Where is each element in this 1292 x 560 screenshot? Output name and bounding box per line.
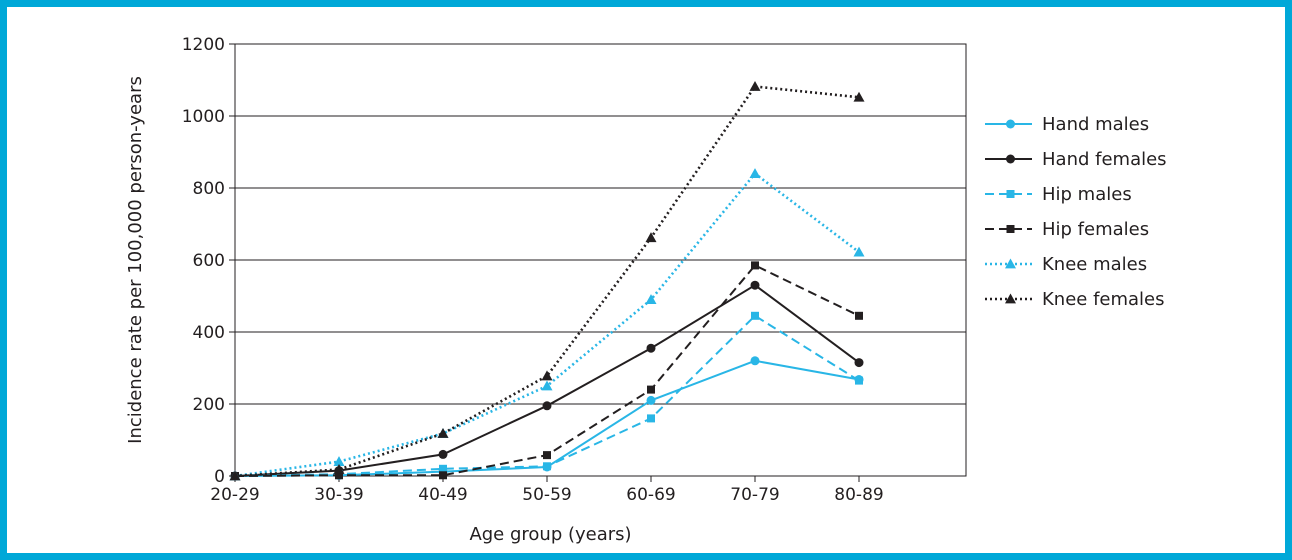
series-line xyxy=(234,171,860,478)
data-point xyxy=(749,168,761,178)
data-point xyxy=(647,385,655,394)
x-tick-label: 40-49 xyxy=(418,485,467,505)
data-point xyxy=(438,449,448,459)
x-tick-label: 50-59 xyxy=(522,485,571,505)
legend-item: Knee males xyxy=(985,254,1147,275)
data-point xyxy=(541,380,553,391)
gridlines xyxy=(235,115,966,405)
series-line xyxy=(234,85,860,478)
y-axis-title: Incidence rate per 100,000 person-years xyxy=(125,76,146,444)
data-point xyxy=(541,370,553,381)
data-point xyxy=(437,428,449,438)
legend-label: Hip females xyxy=(1042,219,1149,240)
legend-label: Hip males xyxy=(1042,184,1132,205)
data-point xyxy=(439,471,447,480)
data-point xyxy=(647,414,655,423)
legend: Hand males Hand females Hip males Hip femal… xyxy=(985,114,1167,310)
y-tick-label: 600 xyxy=(193,251,225,271)
data-point xyxy=(853,91,865,102)
legend-label: Knee females xyxy=(1042,289,1165,310)
data-point xyxy=(439,464,447,473)
data-point xyxy=(855,376,863,385)
y-tick-label: 1000 xyxy=(182,107,225,127)
legend-label: Knee males xyxy=(1042,254,1147,275)
x-axis-tick-labels: 20-29 30-39 40-49 50-59 60-69 70-79 80-89 xyxy=(210,476,884,505)
legend-marker xyxy=(1006,154,1015,164)
data-point xyxy=(542,401,552,411)
data-point xyxy=(543,462,551,471)
series-lines xyxy=(229,80,865,481)
y-axis-tick-labels: 0 200 400 600 800 1000 1200 xyxy=(182,35,235,487)
data-point xyxy=(749,80,761,91)
x-tick-label: 70-79 xyxy=(730,485,779,505)
data-point xyxy=(750,356,760,366)
legend-item: Hip males xyxy=(985,184,1132,205)
legend-label: Hand females xyxy=(1042,149,1167,170)
legend-item: Hand males xyxy=(985,114,1149,135)
data-point xyxy=(229,470,241,481)
data-point xyxy=(751,311,759,320)
y-tick-label: 400 xyxy=(193,323,225,343)
data-point xyxy=(333,456,345,466)
data-point xyxy=(853,246,865,257)
x-tick-label: 80-89 xyxy=(834,485,883,505)
data-point xyxy=(646,343,656,353)
legend-marker xyxy=(1005,293,1016,304)
data-point xyxy=(335,471,343,480)
x-tick-label: 30-39 xyxy=(314,485,363,505)
x-tick-label: 20-29 xyxy=(210,485,259,505)
series-knee-females xyxy=(229,80,865,481)
data-point xyxy=(751,261,759,270)
y-tick-label: 0 xyxy=(214,467,225,487)
legend-item: Hand females xyxy=(985,149,1167,170)
legend-marker xyxy=(1006,225,1015,233)
data-point xyxy=(750,280,760,290)
legend-marker xyxy=(1005,258,1016,269)
data-point xyxy=(646,395,656,405)
y-tick-label: 200 xyxy=(193,395,225,415)
data-point xyxy=(854,358,864,368)
x-tick-label: 60-69 xyxy=(626,485,675,505)
legend-marker xyxy=(1006,119,1015,129)
y-tick-label: 800 xyxy=(193,179,225,199)
x-axis-title: Age group (years) xyxy=(469,524,631,545)
data-point xyxy=(333,464,345,474)
data-point xyxy=(855,311,863,320)
legend-item: Hip females xyxy=(985,219,1149,240)
y-tick-label: 1200 xyxy=(182,35,225,55)
legend-label: Hand males xyxy=(1042,114,1149,135)
series-knee-males xyxy=(229,168,865,481)
data-point xyxy=(645,232,657,243)
legend-marker xyxy=(1006,190,1015,198)
data-point xyxy=(645,294,657,304)
data-point xyxy=(543,451,551,460)
legend-item: Knee females xyxy=(985,289,1165,310)
